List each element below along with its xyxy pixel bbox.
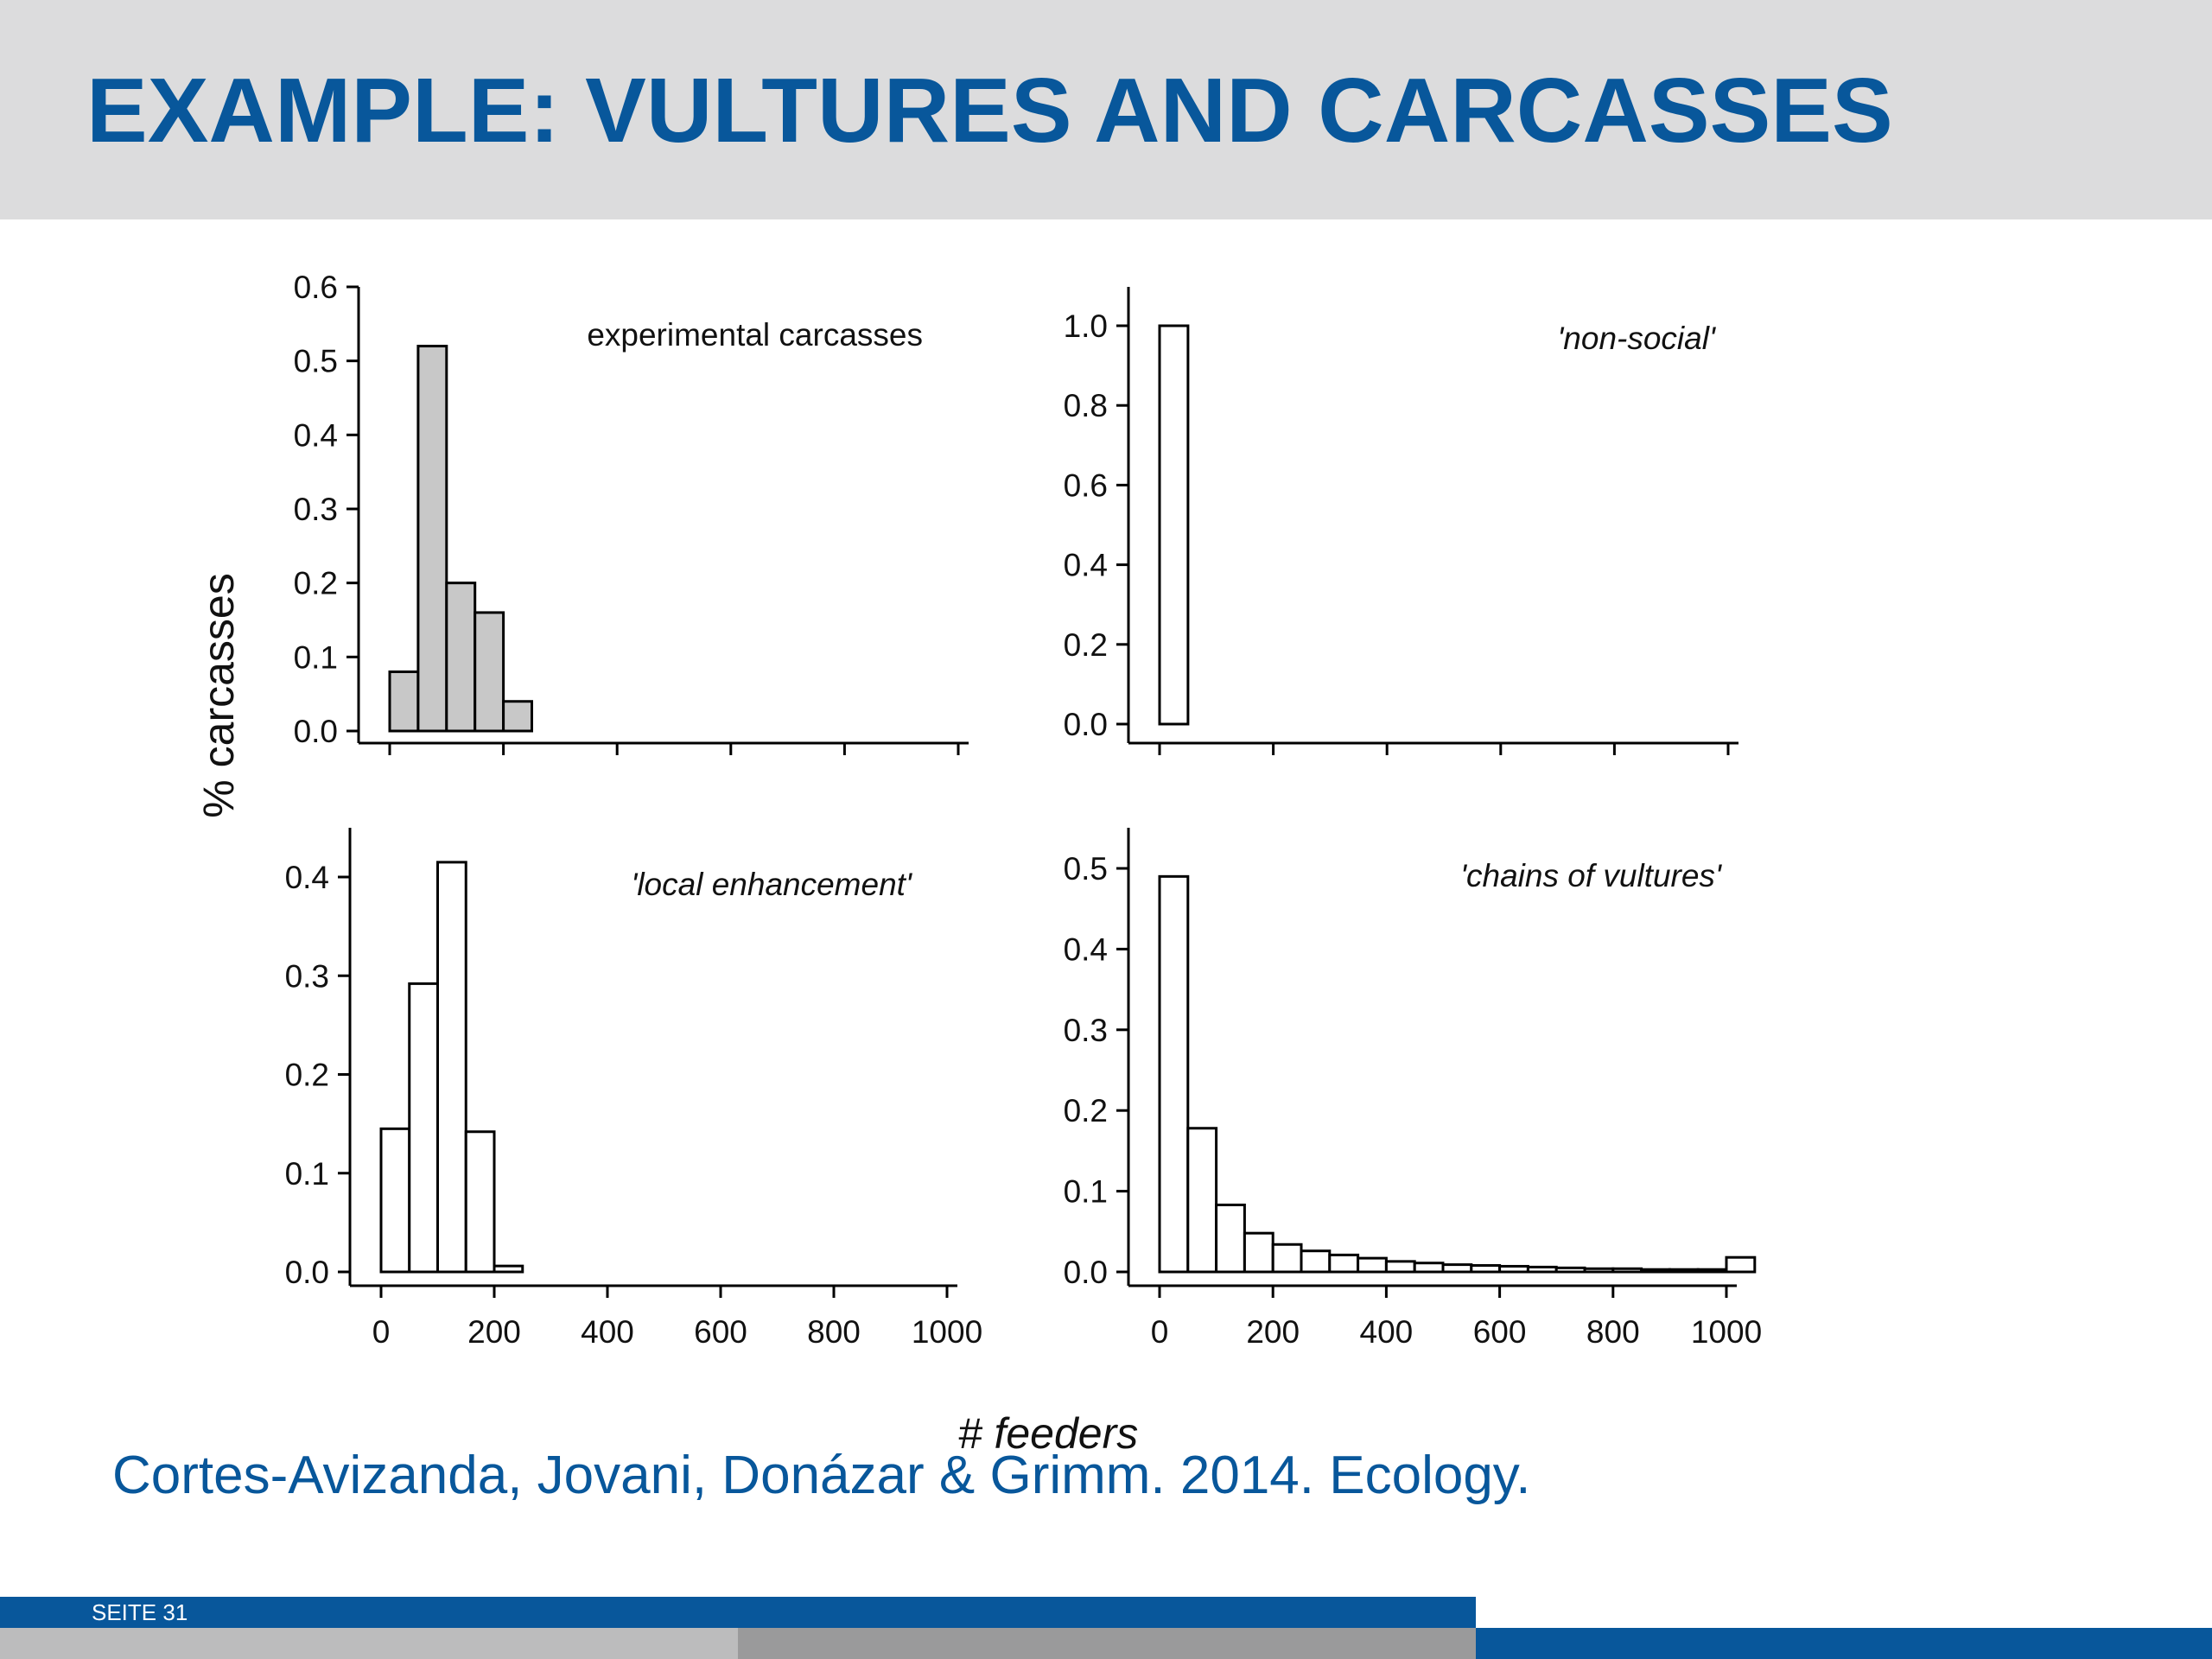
y-tick-label: 0.4 bbox=[1064, 931, 1108, 967]
page-number: SEITE 31 bbox=[92, 1599, 188, 1625]
panel-experimental: 0.0 0.1 0.2 0.3 0.4 0.5 0.6 experimental carcas… bbox=[294, 270, 969, 755]
histogram-bar bbox=[408, 982, 439, 1274]
y-tick-label: 0.1 bbox=[285, 1156, 329, 1192]
histogram-bar bbox=[1526, 1265, 1558, 1274]
histogram-bar bbox=[1357, 1256, 1388, 1274]
histogram-bar bbox=[416, 345, 448, 733]
header-band bbox=[0, 0, 2212, 219]
y-tick-label: 0.5 bbox=[1064, 851, 1108, 887]
histogram-figure: 0.0 0.1 0.2 0.3 0.4 0.5 0.6 experimental carcas… bbox=[194, 270, 1762, 1458]
panel-title: 'chains of vultures' bbox=[1460, 858, 1723, 893]
y-tick-label: 0.6 bbox=[1064, 467, 1108, 503]
y-axis-label: % carcasses bbox=[194, 573, 243, 817]
histogram-bar bbox=[1300, 1249, 1332, 1274]
y-tick-label: 0.1 bbox=[1064, 1174, 1108, 1210]
histogram-bar bbox=[1725, 1255, 1757, 1274]
x-tick-label: 600 bbox=[694, 1314, 747, 1350]
histogram-bar bbox=[474, 611, 505, 733]
y-tick-label: 1.0 bbox=[1064, 308, 1108, 344]
footer-bar-gray-dark bbox=[738, 1628, 1476, 1659]
x-tick-label: 200 bbox=[1246, 1314, 1300, 1350]
panel-chains-of-vultures: 0.0 0.1 0.2 0.3 0.4 0.5 0 200 400 600 800 1000 'chai… bbox=[1064, 828, 1762, 1350]
y-tick-label: 0.2 bbox=[285, 1058, 329, 1093]
histogram-bar bbox=[1243, 1231, 1274, 1274]
histogram-bar bbox=[379, 1127, 411, 1274]
histogram-bar bbox=[502, 700, 533, 733]
y-tick-label: 0.0 bbox=[294, 714, 338, 749]
x-tick-label: 0 bbox=[1151, 1314, 1169, 1350]
histogram-bar bbox=[1470, 1264, 1502, 1274]
histogram-bar bbox=[1413, 1262, 1445, 1274]
histogram-bar bbox=[1640, 1268, 1671, 1274]
y-tick-label: 0.0 bbox=[1064, 1255, 1108, 1290]
x-tick-label: 0 bbox=[372, 1314, 391, 1350]
y-tick-label: 0.3 bbox=[1064, 1013, 1108, 1048]
y-tick-label: 0.5 bbox=[294, 344, 338, 379]
y-tick-label: 0.2 bbox=[1064, 1093, 1108, 1128]
y-tick-label: 0.0 bbox=[285, 1255, 329, 1290]
histogram-bar bbox=[464, 1130, 496, 1274]
slide-title: EXAMPLE: VULTURES AND CARCASSES bbox=[86, 60, 1893, 162]
histogram-bar bbox=[493, 1264, 524, 1274]
x-tick-label: 800 bbox=[807, 1314, 861, 1350]
histogram-bar bbox=[1328, 1253, 1360, 1274]
y-tick-label: 0.4 bbox=[294, 417, 338, 453]
histogram-bar bbox=[1186, 1127, 1218, 1274]
histogram-bar bbox=[436, 861, 467, 1274]
histogram-bar bbox=[1441, 1263, 1473, 1274]
x-tick-label: 200 bbox=[467, 1314, 521, 1350]
y-tick-label: 0.2 bbox=[1064, 627, 1108, 663]
histogram-bar bbox=[1554, 1266, 1586, 1274]
panel-title: 'non-social' bbox=[1557, 321, 1717, 356]
citation: Cortes-Avizanda, Jovani, Donázar & Grimm… bbox=[112, 1446, 1531, 1505]
x-tick-label: 400 bbox=[1360, 1314, 1414, 1350]
histogram-bar bbox=[1158, 324, 1190, 726]
footer-bar-blue-right bbox=[1476, 1628, 2212, 1659]
histogram-bar bbox=[388, 670, 420, 733]
y-tick-label: 0.0 bbox=[1064, 707, 1108, 742]
histogram-bar bbox=[1215, 1203, 1246, 1274]
panel-title: 'local enhancement' bbox=[631, 867, 913, 902]
histogram-bar bbox=[1696, 1268, 1728, 1274]
y-tick-label: 0.4 bbox=[285, 860, 329, 895]
histogram-bar bbox=[1384, 1260, 1416, 1274]
footer-bar-blue-left bbox=[0, 1597, 1476, 1628]
x-tick-label: 600 bbox=[1473, 1314, 1527, 1350]
y-tick-label: 0.3 bbox=[294, 492, 338, 527]
y-tick-label: 0.2 bbox=[294, 566, 338, 601]
panel-non-social: 0.0 0.2 0.4 0.6 0.8 1.0 'non-social' bbox=[1064, 287, 1738, 755]
footer-bar-gray-light bbox=[0, 1628, 738, 1659]
y-tick-label: 0.4 bbox=[1064, 548, 1108, 583]
histogram-bar bbox=[1611, 1267, 1643, 1274]
x-tick-label: 1000 bbox=[1691, 1314, 1762, 1350]
panel-title: experimental carcasses bbox=[587, 317, 923, 353]
x-tick-label: 400 bbox=[581, 1314, 634, 1350]
x-axis-label: # feeders bbox=[958, 1409, 1138, 1458]
histogram-bar bbox=[445, 582, 477, 733]
y-tick-label: 0.3 bbox=[285, 958, 329, 994]
y-tick-label: 0.1 bbox=[294, 639, 338, 675]
x-tick-label: 800 bbox=[1586, 1314, 1640, 1350]
histogram-bar bbox=[1271, 1243, 1303, 1274]
histogram-bar bbox=[1583, 1267, 1615, 1274]
y-tick-label: 0.6 bbox=[294, 270, 338, 305]
y-tick-label: 0.8 bbox=[1064, 388, 1108, 423]
histogram-bar bbox=[1668, 1268, 1700, 1274]
histogram-bar bbox=[1498, 1264, 1529, 1274]
histogram-bar bbox=[1158, 874, 1190, 1274]
x-tick-label: 1000 bbox=[912, 1314, 982, 1350]
panel-local-enhancement: 0.0 0.1 0.2 0.3 0.4 0 200 400 600 800 1000 'local e… bbox=[285, 828, 982, 1350]
